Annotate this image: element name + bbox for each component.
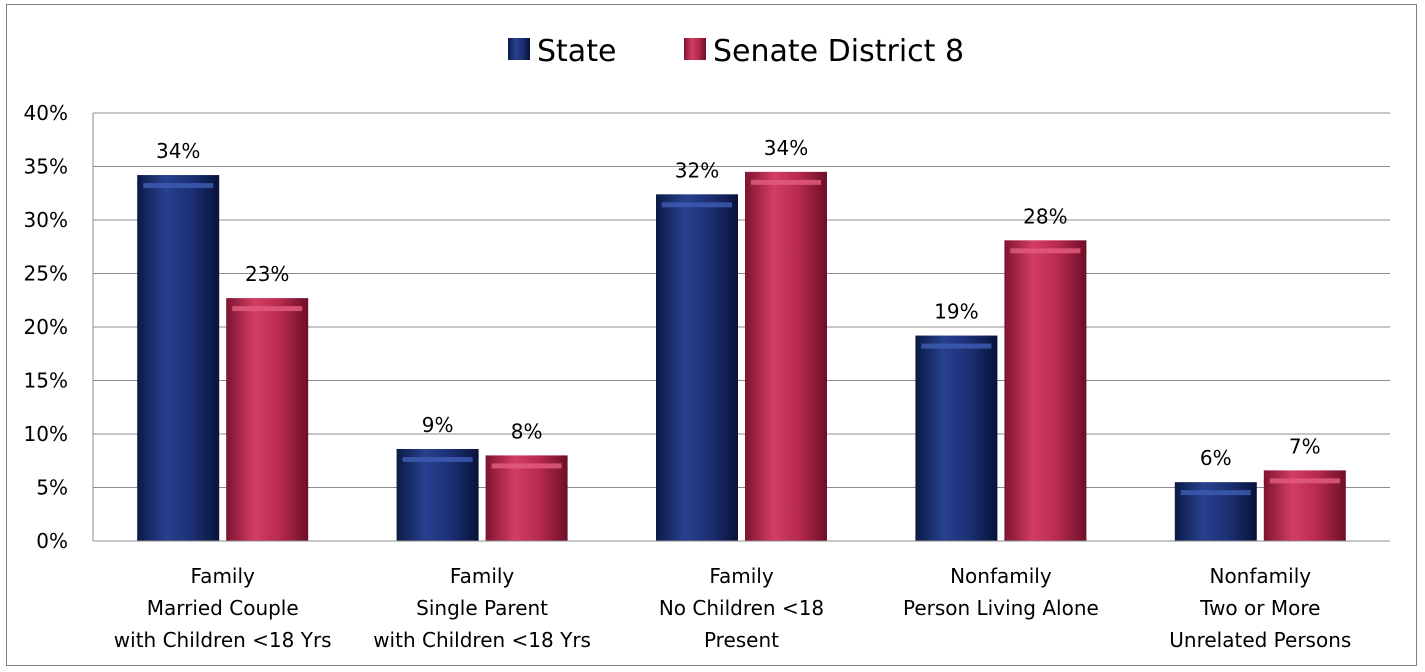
- bar-highlight: [402, 456, 473, 462]
- category-label: Two or More: [1199, 596, 1320, 620]
- bar-state-3: [915, 335, 998, 541]
- legend-swatch-district: [684, 38, 706, 60]
- y-tick-label: 15%: [24, 369, 68, 393]
- data-label: 7%: [1289, 434, 1321, 458]
- bars: [137, 171, 1346, 541]
- data-label: 8%: [511, 419, 543, 443]
- y-tick-label: 20%: [24, 315, 68, 339]
- bar-district-2: [745, 171, 827, 541]
- y-tick-label: 5%: [36, 476, 68, 500]
- bar-highlight: [491, 463, 562, 469]
- category-label: Family: [709, 564, 774, 588]
- y-tick-label: 10%: [24, 422, 68, 446]
- y-tick-label: 0%: [36, 529, 68, 553]
- category-label: Person Living Alone: [903, 596, 1099, 620]
- legend-label-state: State: [537, 34, 616, 69]
- y-tick-label: 40%: [24, 101, 68, 125]
- data-label: 34%: [764, 136, 808, 160]
- legend-label-district: Senate District 8: [713, 34, 964, 69]
- data-label: 34%: [156, 139, 200, 163]
- bar-district-3: [1004, 240, 1087, 541]
- bar-highlight: [232, 306, 303, 312]
- category-label: Family: [191, 564, 256, 588]
- bar-highlight: [1269, 478, 1340, 484]
- legend: State Senate District 8: [508, 34, 964, 69]
- category-label: Family: [450, 564, 515, 588]
- y-tick-label: 35%: [24, 155, 68, 179]
- bar-district-0: [226, 298, 309, 541]
- y-axis: 0% 5% 10% 15% 20% 25% 30% 35% 40%: [24, 101, 94, 553]
- bar-highlight: [1010, 248, 1081, 254]
- data-label: 19%: [934, 300, 978, 324]
- category-label: Single Parent: [416, 596, 548, 620]
- data-label: 9%: [422, 413, 454, 437]
- category-label: Nonfamily: [1209, 564, 1311, 588]
- bar-state-0: [137, 175, 220, 541]
- bar-highlight: [1180, 490, 1251, 496]
- category-label: Unrelated Persons: [1169, 628, 1351, 652]
- category-label: with Children <18 Yrs: [114, 628, 332, 652]
- category-label: Nonfamily: [950, 564, 1052, 588]
- data-label: 6%: [1200, 446, 1232, 470]
- category-label: No Children <18: [659, 596, 824, 620]
- bar-state-1: [396, 448, 479, 541]
- bar-highlight: [751, 179, 821, 185]
- bar-state-2: [656, 194, 738, 541]
- bar-district-1: [485, 455, 568, 541]
- data-label: 28%: [1023, 204, 1067, 228]
- category-label: Present: [704, 628, 779, 652]
- category-label: with Children <18 Yrs: [373, 628, 591, 652]
- data-labels: 34% 23% 9% 8% 32% 34% 19% 28% 6% 7%: [156, 136, 1321, 470]
- bar-highlight: [662, 202, 732, 208]
- legend-swatch-state: [508, 38, 530, 60]
- data-label: 23%: [245, 262, 289, 286]
- data-label: 32%: [675, 158, 719, 182]
- x-axis: Family Married Couple with Children <18 Yr…: [93, 540, 1390, 652]
- y-tick-label: 25%: [24, 262, 68, 286]
- bar-highlight: [143, 183, 214, 189]
- bar-highlight: [921, 343, 992, 349]
- category-label: Married Couple: [147, 596, 299, 620]
- y-tick-label: 30%: [24, 208, 68, 232]
